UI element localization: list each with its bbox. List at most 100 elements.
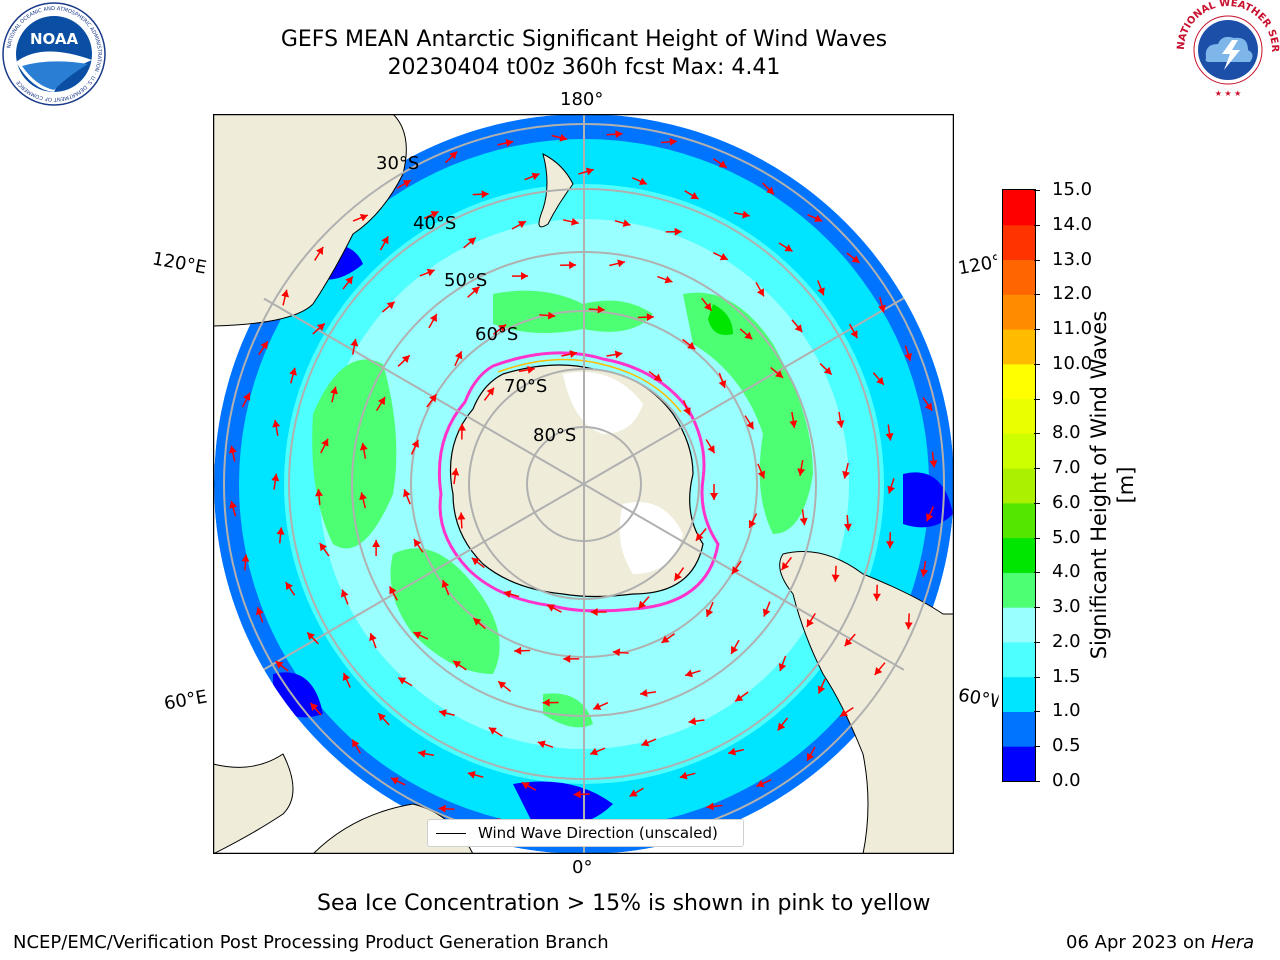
wind-wave-arrow-head xyxy=(260,341,268,350)
wind-wave-arrow-head xyxy=(521,782,530,790)
wind-wave-arrow-head xyxy=(505,139,514,147)
colorbar-segment xyxy=(1003,572,1035,608)
wind-wave-arrow-head xyxy=(426,268,435,277)
wind-wave-arrow-head xyxy=(831,574,840,582)
colorbar-tick-label: 6.0 xyxy=(1052,491,1081,513)
wind-wave-arrow-head xyxy=(514,646,522,655)
colorbar-segment xyxy=(1003,676,1035,712)
wind-wave-arrow-head xyxy=(315,488,323,497)
colorbar-tick xyxy=(1034,502,1040,504)
wind-wave-arrow-head xyxy=(429,313,437,322)
wind-wave-arrow-head xyxy=(687,341,696,350)
wind-wave-arrow-head xyxy=(695,532,704,541)
wind-wave-arrow-head xyxy=(629,789,638,797)
wind-wave-arrow-head xyxy=(377,397,386,406)
wind-wave-arrow-head xyxy=(778,663,787,671)
wind-wave-arrow-head xyxy=(457,512,466,520)
wind-wave-arrow-head xyxy=(842,470,850,479)
noaa-logo-text: NOAA xyxy=(30,30,79,48)
wind-wave-arrow-head xyxy=(794,324,803,333)
wind-wave-arrow-head xyxy=(411,439,419,448)
wind-wave-arrow-head xyxy=(731,645,739,654)
wind-wave-arrow-head xyxy=(593,702,602,710)
colorbar-tick xyxy=(1034,433,1040,435)
wind-wave-arrow-head xyxy=(746,421,754,430)
colorbar-segment xyxy=(1003,363,1035,400)
wind-wave-arrow-head xyxy=(243,392,251,401)
wind-wave-arrow-head xyxy=(473,618,482,626)
wind-wave-arrow-head xyxy=(843,523,852,531)
wind-wave-arrow-head xyxy=(674,572,682,581)
wind-wave-arrow-head xyxy=(390,777,399,785)
colorbar-tick-label: 13.0 xyxy=(1052,248,1093,270)
wind-wave-arrow-head xyxy=(742,210,750,219)
wind-wave-arrow-head xyxy=(617,259,625,268)
wind-wave-arrow-head xyxy=(641,738,650,747)
lon-label-0: 0° xyxy=(572,857,593,878)
wind-wave-arrow-head xyxy=(289,367,297,376)
colorbar-tick xyxy=(1034,676,1040,678)
wind-wave-arrow-head xyxy=(559,133,568,142)
colorbar-segment xyxy=(1003,502,1035,539)
wind-wave-arrow-head xyxy=(321,438,329,447)
wind-wave-arrow-head xyxy=(925,513,934,522)
wind-wave-arrow-head xyxy=(669,137,677,146)
colorbar-tick xyxy=(1034,398,1040,400)
wind-wave-arrow-head xyxy=(386,301,395,310)
wind-wave-arrow-head xyxy=(413,539,422,548)
wind-wave-arrow-head xyxy=(876,376,884,385)
wind-wave-arrow-head xyxy=(439,709,447,718)
chart-subtitle: 20230404 t00z 360h fcst Max: 4.41 xyxy=(387,55,781,80)
wind-wave-arrow-head xyxy=(638,177,647,186)
lon-label-120e: 120°E xyxy=(150,248,209,279)
wind-wave-arrow-head xyxy=(929,460,938,468)
colorbar-segment xyxy=(1003,746,1035,781)
wind-wave-arrow-head xyxy=(748,519,757,528)
wind-wave-arrow-head xyxy=(718,380,727,389)
colorbar-segment xyxy=(1003,607,1035,643)
wind-wave-arrow-head xyxy=(342,672,351,681)
wind-wave-arrow-head xyxy=(817,287,825,296)
wind-wave-arrow-head xyxy=(817,685,826,694)
wind-wave-arrow-head xyxy=(413,631,422,639)
wind-wave-arrow-head xyxy=(272,419,281,428)
wind-wave-arrow-head xyxy=(728,747,736,756)
colorbar-segment xyxy=(1003,398,1035,434)
sea-ice-caption: Sea Ice Concentration > 15% is shown in … xyxy=(317,891,931,916)
wind-wave-arrow-head xyxy=(777,722,786,731)
colorbar-segment xyxy=(1003,294,1035,330)
wind-wave-arrow-head xyxy=(622,219,631,228)
wind-wave-arrow-head xyxy=(885,432,894,441)
wind-wave-arrow-head xyxy=(640,689,648,698)
wind-wave-arrow-head xyxy=(345,276,353,285)
colorbar-segment xyxy=(1003,329,1035,365)
wind-wave-arrow-head xyxy=(590,747,599,756)
colorbar-tick xyxy=(1034,746,1040,748)
wind-wave-arrow-head xyxy=(887,485,895,494)
colorbar-tick-label: 12.0 xyxy=(1052,283,1093,305)
colorbar-tick-label: 15.0 xyxy=(1052,179,1093,200)
wind-wave-arrow-head xyxy=(704,302,712,311)
lat-label-40s: 40°S xyxy=(413,213,456,234)
wind-wave-arrow-head xyxy=(455,351,463,360)
wind-wave-arrow-head xyxy=(706,802,714,811)
wind-wave-arrow-head xyxy=(844,638,853,647)
wind-wave-arrow-head xyxy=(503,590,512,598)
colorbar xyxy=(1002,189,1036,782)
wind-wave-arrow-head xyxy=(352,739,360,748)
wind-wave-arrow-head xyxy=(850,330,858,339)
lon-label-60w: 60°W xyxy=(956,684,1000,713)
wind-wave-arrow-head xyxy=(340,589,349,598)
wind-wave-arrow-head xyxy=(571,217,579,226)
wind-wave-arrow-head xyxy=(661,635,670,643)
wind-wave-arrow-head xyxy=(836,420,845,428)
colorbar-segment xyxy=(1003,433,1035,469)
lon-label-180: 180° xyxy=(560,89,604,110)
wind-wave-arrow-head xyxy=(872,593,881,601)
wind-wave-arrow-head xyxy=(429,394,437,403)
wind-wave-arrow-head xyxy=(359,213,368,222)
wind-wave-arrow-head xyxy=(814,214,823,223)
wind-wave-arrow-head xyxy=(359,442,368,451)
wind-wave-arrow-head xyxy=(757,470,766,479)
wind-wave-arrow-head xyxy=(840,709,849,717)
